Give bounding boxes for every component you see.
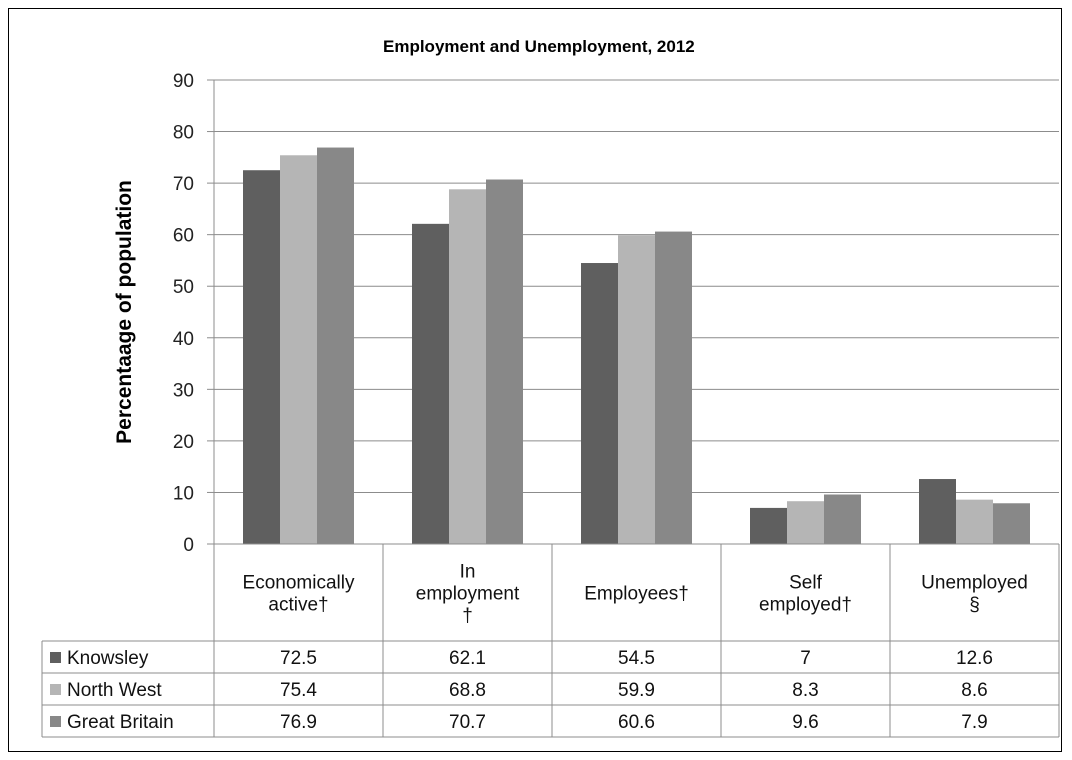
category-label: employment: [416, 584, 520, 605]
chart-title: Employment and Unemployment, 2012: [383, 37, 695, 56]
table-cell: 70.7: [449, 712, 486, 733]
table-cell: 60.6: [618, 712, 655, 733]
bar: [956, 499, 993, 544]
bar: [618, 235, 655, 544]
bar: [919, 479, 956, 544]
table-cell: 7.9: [961, 712, 987, 733]
bar: [750, 507, 787, 544]
chart-frame: Employment and Unemployment, 2012 Percent…: [8, 8, 1062, 752]
table-cell: 54.5: [618, 648, 655, 669]
bar: [581, 263, 618, 544]
bar: [317, 147, 354, 544]
chart-svg: Employment and Unemployment, 2012 Percent…: [41, 37, 1060, 738]
category-label: Employees†: [584, 584, 689, 605]
y-tick-label: 40: [173, 329, 194, 350]
legend-swatch: [50, 716, 61, 727]
bar: [449, 189, 486, 544]
bar: [243, 170, 280, 544]
y-tick-label: 90: [173, 71, 194, 92]
table-cell: 59.9: [618, 680, 655, 701]
y-tick-label: 0: [183, 535, 194, 556]
table-cell: 72.5: [280, 648, 317, 669]
bar: [486, 179, 523, 544]
bar: [787, 501, 824, 544]
table-cell: 9.6: [792, 712, 818, 733]
table-cell: 68.8: [449, 680, 486, 701]
y-tick-label: 80: [173, 123, 194, 144]
y-axis-label: Percentaage of population: [113, 180, 136, 444]
category-label: Economically: [243, 573, 355, 594]
bar: [280, 155, 317, 544]
legend-swatch: [50, 684, 61, 695]
category-label: active†: [268, 595, 328, 616]
legend-swatch: [50, 652, 61, 663]
bar: [993, 503, 1030, 544]
table-cell: 8.6: [961, 680, 987, 701]
table-cell: 12.6: [956, 648, 993, 669]
category-label: employed†: [759, 595, 852, 616]
y-tick-label: 50: [173, 277, 194, 298]
table-cell: 62.1: [449, 648, 486, 669]
y-tick-label: 60: [173, 226, 194, 247]
legend-label: Great Britain: [67, 712, 174, 733]
legend-label: Knowsley: [67, 648, 149, 669]
y-tick-label: 20: [173, 432, 194, 453]
bar: [655, 231, 692, 544]
category-label: In: [460, 562, 476, 583]
table-cell: 75.4: [280, 680, 317, 701]
table-cell: 7: [800, 648, 811, 669]
table-cell: 76.9: [280, 712, 317, 733]
category-label: Self: [789, 573, 822, 594]
y-tick-label: 30: [173, 380, 194, 401]
y-tick-label: 70: [173, 174, 194, 195]
y-tick-label: 10: [173, 483, 194, 504]
bar: [824, 494, 861, 544]
table-cell: 8.3: [792, 680, 818, 701]
bar: [412, 223, 449, 544]
legend-label: North West: [67, 680, 162, 701]
category-label: §: [969, 595, 980, 616]
category-label: †: [462, 606, 473, 627]
category-label: Unemployed: [921, 573, 1028, 594]
